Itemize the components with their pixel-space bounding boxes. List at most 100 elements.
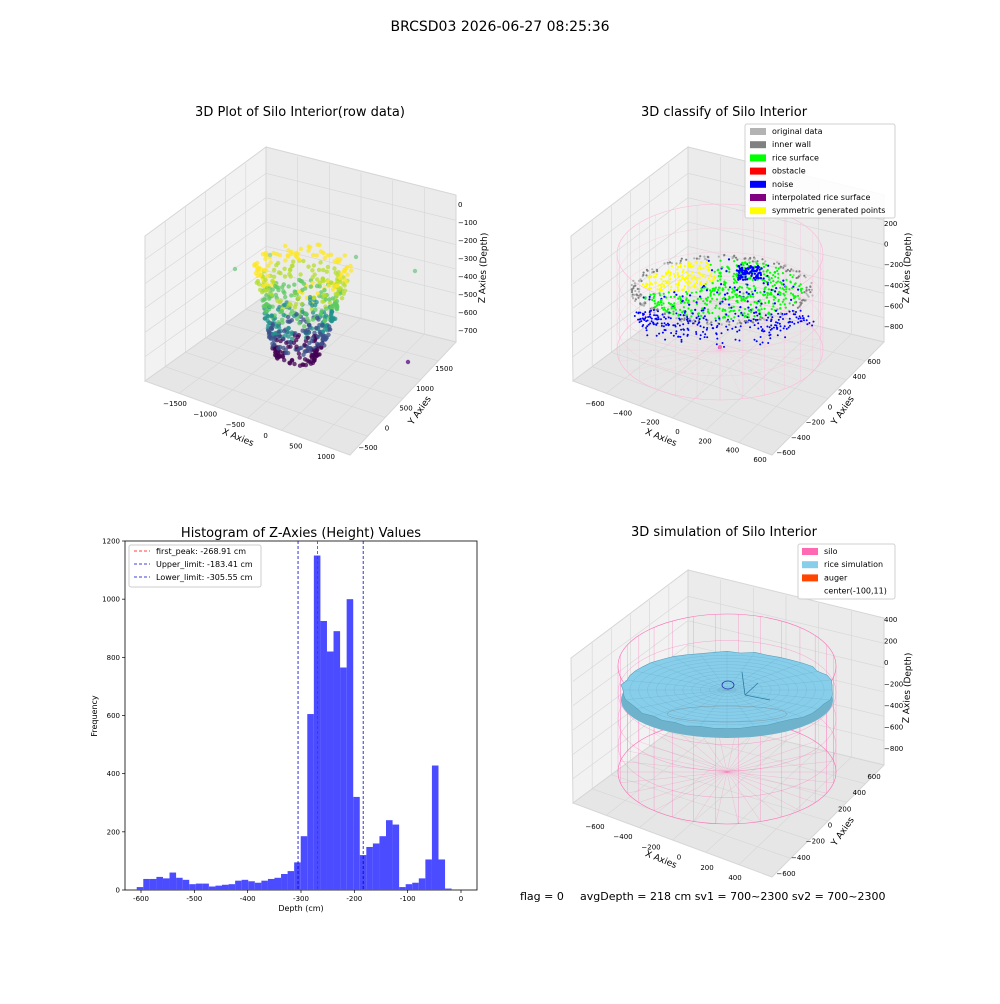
data-point xyxy=(276,334,282,339)
rice-mesh-line xyxy=(624,680,728,691)
data-point xyxy=(743,320,746,323)
noise-point xyxy=(715,326,718,329)
noise-point xyxy=(766,325,769,328)
data-point xyxy=(655,308,658,311)
tick-label: −200 xyxy=(458,237,477,245)
data-point xyxy=(769,293,772,296)
data-point xyxy=(723,283,727,287)
histogram-bar xyxy=(143,878,150,890)
data-point xyxy=(315,315,320,321)
tick-label: 0 xyxy=(677,854,681,862)
data-point xyxy=(706,296,710,299)
data-point xyxy=(685,314,689,317)
noise-point xyxy=(770,324,773,327)
data-point xyxy=(349,268,354,273)
tick-label: 0 xyxy=(385,424,389,432)
data-point xyxy=(283,258,288,263)
data-point xyxy=(770,288,773,291)
data-point xyxy=(669,302,673,305)
data-point xyxy=(680,257,683,260)
legend-label: rice surface xyxy=(772,153,819,162)
noise-point xyxy=(793,322,796,325)
data-point xyxy=(776,280,780,283)
noise-point xyxy=(720,332,723,335)
noise-point xyxy=(741,278,745,281)
tick-label: 200 xyxy=(838,805,851,813)
data-point xyxy=(298,272,303,277)
noise-point xyxy=(638,318,641,321)
data-point xyxy=(657,284,661,287)
data-point xyxy=(760,308,763,311)
noise-point xyxy=(649,316,652,319)
data-point xyxy=(695,257,699,260)
data-point xyxy=(754,289,757,292)
data-point xyxy=(713,270,716,273)
data-point xyxy=(742,292,745,295)
data-point xyxy=(686,278,690,281)
data-point xyxy=(308,346,313,351)
noise-point xyxy=(674,324,676,327)
noise-point xyxy=(692,322,694,325)
data-point xyxy=(767,264,770,267)
data-point xyxy=(291,340,297,345)
noise-point xyxy=(770,313,773,316)
panel4-zlabel: Z Axies (Depth) xyxy=(902,653,914,724)
data-point xyxy=(672,310,675,313)
tick-label: 200 xyxy=(700,864,713,872)
data-point xyxy=(798,284,801,288)
noise-point xyxy=(779,325,782,328)
data-point xyxy=(682,314,685,317)
data-point xyxy=(721,300,724,303)
data-point xyxy=(725,320,728,323)
legend-label: symmetric generated points xyxy=(772,206,885,215)
data-point xyxy=(794,295,797,298)
histogram-bar xyxy=(241,879,249,890)
x-tick-label: -400 xyxy=(240,895,256,903)
data-point xyxy=(652,296,655,300)
data-point xyxy=(767,276,770,279)
rice-mesh-line xyxy=(651,662,728,691)
data-point xyxy=(315,291,320,296)
noise-point xyxy=(644,316,647,319)
data-point xyxy=(774,266,778,269)
data-point xyxy=(706,268,709,271)
noise-point xyxy=(675,312,678,315)
noise-point xyxy=(745,270,748,274)
data-point xyxy=(326,283,331,289)
data-point xyxy=(269,325,274,331)
panel3-ylabel: Frequency xyxy=(90,695,99,737)
data-point xyxy=(752,285,756,288)
data-point xyxy=(762,270,765,273)
data-point xyxy=(805,286,808,289)
data-point xyxy=(647,287,650,290)
data-point xyxy=(318,331,323,337)
silo-spoke xyxy=(627,771,728,794)
data-point xyxy=(676,286,679,289)
tick-label: −700 xyxy=(458,327,477,335)
data-point xyxy=(293,291,298,296)
data-point xyxy=(711,289,714,292)
data-point xyxy=(779,307,782,310)
noise-point xyxy=(696,323,699,326)
data-point xyxy=(653,311,656,314)
data-point xyxy=(299,345,304,351)
rice-mesh-line xyxy=(726,689,819,710)
data-point xyxy=(671,304,674,307)
noise-point xyxy=(737,278,740,281)
data-point xyxy=(668,280,671,283)
tick-label: −300 xyxy=(458,255,477,263)
data-point xyxy=(648,284,651,287)
data-point xyxy=(282,302,287,308)
legend-swatch xyxy=(750,154,766,162)
histogram-bar xyxy=(287,871,295,890)
data-point xyxy=(695,316,698,319)
data-point xyxy=(687,272,690,275)
data-point xyxy=(803,291,806,294)
noise-point xyxy=(652,309,655,312)
data-point xyxy=(765,296,769,299)
noise-point xyxy=(702,317,705,320)
noise-point xyxy=(725,325,728,328)
data-point xyxy=(780,283,784,286)
data-point xyxy=(265,274,271,279)
data-point xyxy=(322,318,328,323)
